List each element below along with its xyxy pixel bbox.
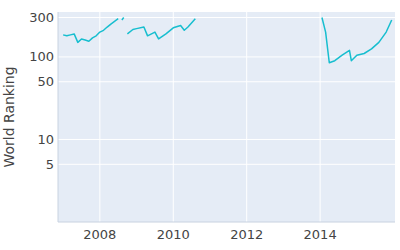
grid-line [58,139,395,140]
y-tick-label: 300 [29,10,54,25]
grid-line [246,12,247,222]
y-tick-label: 5 [46,157,54,172]
series-group [63,18,392,63]
ranking-line [63,18,392,63]
grid-line [58,81,395,82]
x-tick-label: 2008 [83,227,116,242]
y-axis-title: World Ranking [1,66,17,167]
plot-area [58,12,395,222]
y-axis-line [58,12,59,222]
grid-line [99,12,100,222]
x-tick-label: 2010 [157,227,190,242]
y-tick-label: 50 [37,74,54,89]
y-tick-label: 100 [29,49,54,64]
grid-line [320,12,321,222]
x-tick-label: 2012 [230,227,263,242]
grid-line [173,12,174,222]
grid-line [58,56,395,57]
grid-line [58,164,395,165]
x-tick-label: 2014 [304,227,337,242]
y-tick-label: 10 [37,132,54,147]
chart: 5 10 50 100 300 2008 2010 2012 2014 World Ranking [0,0,400,250]
grid-line [58,17,395,18]
x-axis-line [58,222,395,223]
